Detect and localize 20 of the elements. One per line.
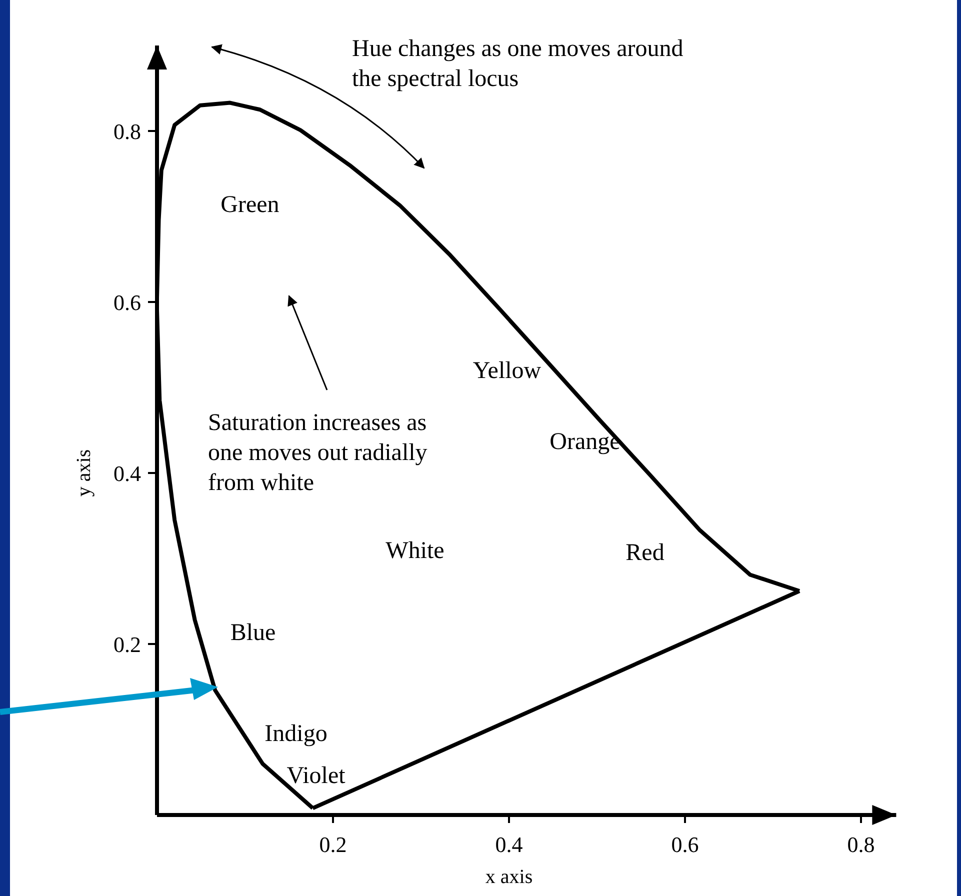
annotation: Violet <box>286 763 346 789</box>
annotation: Blue <box>230 620 276 646</box>
y-tick-label: 0.6 <box>114 290 141 315</box>
annotation: Green <box>220 192 280 218</box>
annotation: Hue changes as one moves around the spectral locus <box>352 36 684 92</box>
x-axis-title: x axis <box>485 866 533 888</box>
y-tick-label: 0.8 <box>114 119 141 144</box>
annotation: Saturation increases as one moves out radially from white <box>208 410 428 496</box>
x-tick-label: 0.8 <box>847 832 875 857</box>
annotation: Orange <box>550 429 620 455</box>
annotation: Red <box>626 540 664 566</box>
y-tick-label: 0.4 <box>114 461 141 486</box>
x-tick-label: 0.4 <box>495 832 523 857</box>
annotation: Yellow <box>472 358 542 384</box>
x-tick-label: 0.2 <box>319 832 347 857</box>
y-axis-title: y axis <box>73 449 95 497</box>
annotation: White <box>386 538 444 564</box>
x-tick-label: 0.6 <box>671 832 699 857</box>
annotation: Indigo <box>264 721 328 747</box>
y-tick-label: 0.2 <box>114 632 141 657</box>
